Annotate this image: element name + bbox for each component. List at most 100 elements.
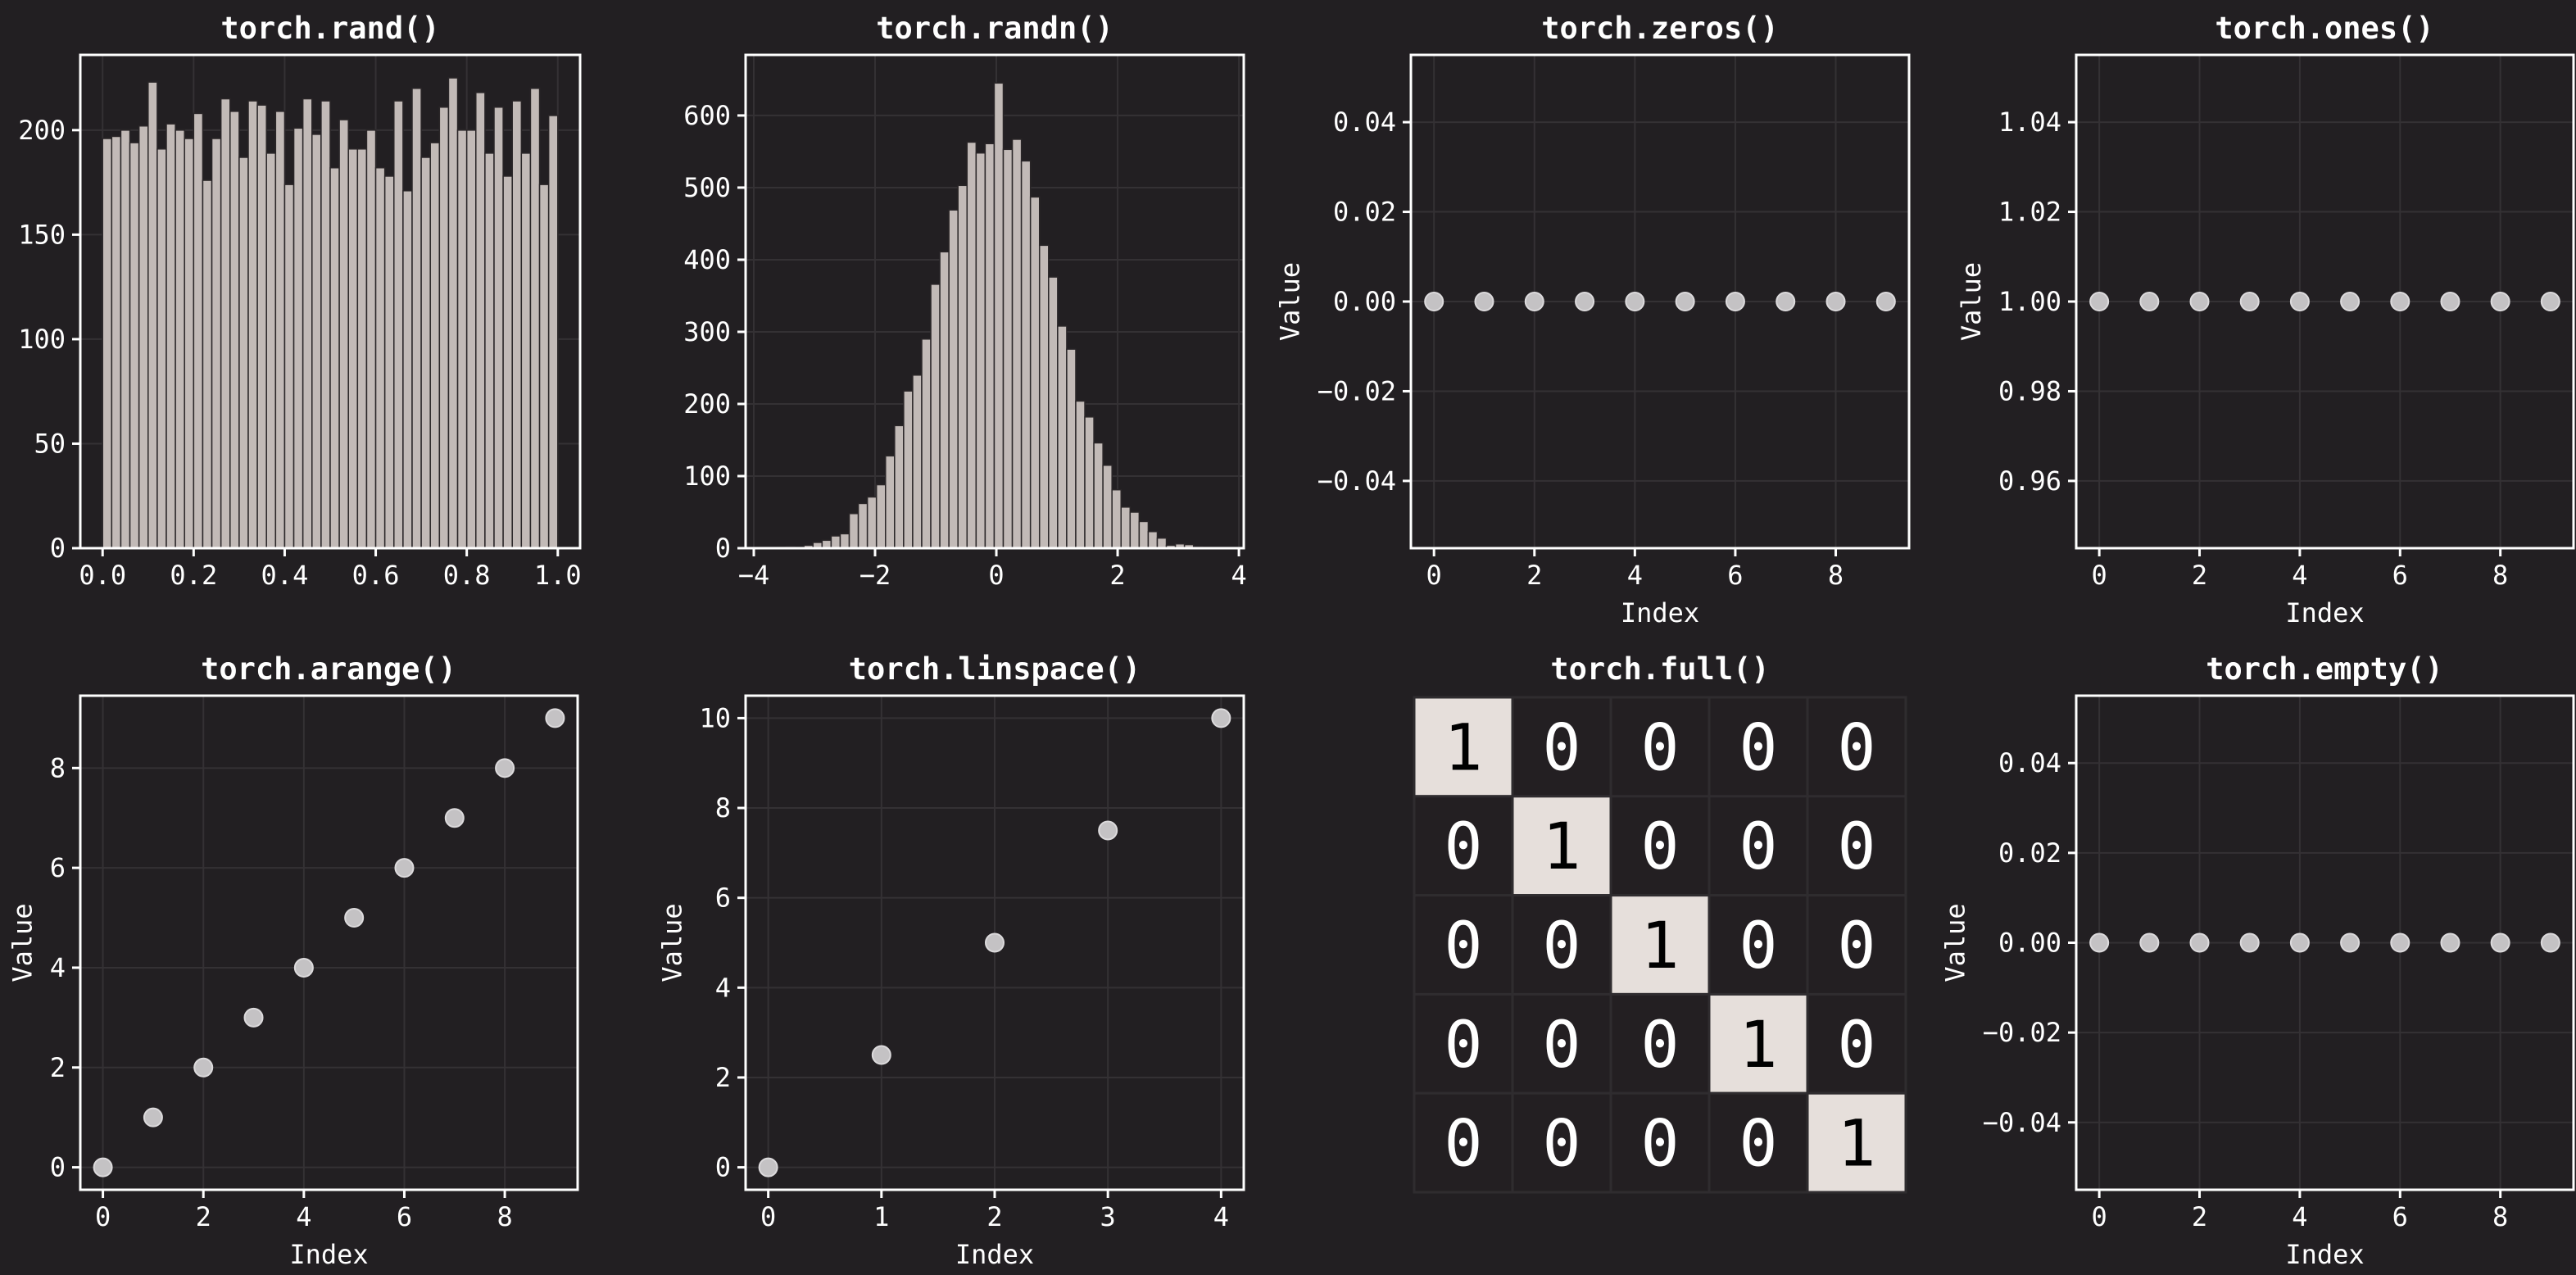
histogram-bar: [1093, 442, 1104, 549]
data-point: [2189, 932, 2210, 953]
y-tick-label: 50: [34, 428, 66, 459]
histogram-bar: [211, 138, 222, 549]
x-axis-ticks: 0 2 4 6 8: [2092, 548, 2508, 591]
histogram-bar: [1084, 416, 1095, 549]
cell-fill: [1413, 1091, 1514, 1194]
cell-fill: [1806, 795, 1907, 897]
histogram-bar: [848, 513, 859, 549]
gridlines: [80, 696, 578, 1190]
y-tick-label: 2: [50, 1052, 66, 1083]
histogram-bar: [365, 129, 377, 549]
histogram-bar: [857, 502, 868, 549]
histogram-bar: [1002, 148, 1014, 549]
cell-value: 1: [1641, 910, 1680, 983]
data-point: [2089, 932, 2110, 953]
data-point: [444, 808, 465, 828]
y-tick-label: 0: [50, 533, 66, 564]
y-tick-label: 6: [715, 883, 731, 914]
histogram-bar: [493, 107, 504, 549]
data-point: [1625, 292, 1645, 311]
x-tick-label: 2: [1526, 560, 1542, 591]
data-point: [2089, 292, 2110, 311]
y-tick-label: 600: [683, 100, 731, 131]
y-tick-label: 100: [18, 324, 66, 355]
histogram-bar: [903, 390, 914, 549]
cell-fill: [1413, 795, 1514, 897]
y-tick-label: 150: [18, 219, 66, 250]
data-point: [1875, 292, 1896, 311]
y-axis-ticks: −0.04 −0.02 0.00 0.02 0.04: [1983, 747, 2076, 1138]
x-tick-label: −2: [859, 560, 891, 591]
cell-fill: [1609, 1091, 1711, 1194]
histogram-bar: [247, 100, 258, 549]
y-tick-label: 0.04: [1998, 747, 2061, 778]
x-tick-label: 4: [296, 1201, 311, 1232]
cell-fill: [1511, 894, 1612, 996]
heatmap-cell: 0: [1708, 795, 1809, 897]
histogram-bar: [1011, 138, 1023, 549]
data-point: [1675, 292, 1695, 311]
y-tick-label: 2: [715, 1062, 731, 1093]
data-point: [2540, 932, 2560, 953]
cell-value: 0: [1444, 810, 1483, 884]
x-axis-label: Index: [2285, 1239, 2364, 1270]
data-point: [1825, 292, 1846, 311]
histogram-bar: [320, 100, 331, 549]
cell-value: 0: [1444, 1108, 1483, 1182]
cell-value: 0: [1739, 711, 1778, 785]
x-tick-label: 0.6: [352, 560, 400, 591]
histogram-bar: [966, 141, 977, 549]
y-axis-ticks: 0.96 0.98 1.00 1.02 1.04: [1998, 107, 2076, 497]
cell-value: 0: [1641, 1108, 1680, 1182]
data-point: [93, 1157, 113, 1177]
y-tick-label: −0.04: [1983, 1107, 2061, 1138]
x-axis-ticks: 0 1 2 3 4: [760, 1190, 1229, 1232]
histogram-bar: [912, 374, 923, 549]
histogram-bar: [120, 129, 131, 549]
cell-value: 0: [1838, 910, 1876, 983]
histogram-bar: [447, 77, 459, 549]
data-point: [193, 1057, 214, 1078]
histogram-bar: [438, 107, 450, 549]
heatmap-cell: 1: [1511, 795, 1612, 897]
x-axis-label: Index: [955, 1239, 1034, 1270]
x-axis-label: Index: [2285, 597, 2364, 628]
y-tick-label: 0.98: [1998, 375, 2061, 406]
histogram-bars: [102, 77, 559, 549]
cell-value: 0: [1444, 910, 1483, 983]
x-tick-label: 6: [397, 1201, 412, 1232]
histogram-bar: [866, 496, 878, 549]
data-point: [2540, 292, 2560, 311]
x-tick-label: 0: [95, 1201, 111, 1232]
data-point: [1725, 292, 1745, 311]
y-tick-label: 4: [50, 952, 66, 983]
cell-value: 0: [1739, 1108, 1778, 1182]
x-tick-label: 4: [1627, 560, 1643, 591]
scatter-points: [2089, 292, 2560, 311]
histogram-bar: [229, 111, 240, 549]
cell-value: 0: [1444, 1009, 1483, 1082]
cell-fill: [1609, 894, 1711, 996]
data-point: [758, 1157, 778, 1177]
y-axis-ticks: 0 50 100 150 200: [18, 115, 80, 564]
subplot-full: torch.full() 1 0 0 0 00 1 0 0 00 0 1 0 00 0 0 1 00 0 0 0 1: [1413, 651, 1907, 1194]
histogram-bar: [1120, 506, 1132, 549]
cell-fill: [1609, 795, 1711, 897]
data-point: [1424, 292, 1444, 311]
histogram-bar: [975, 152, 986, 549]
x-tick-label: 1: [873, 1201, 889, 1232]
x-tick-label: 0.8: [443, 560, 491, 591]
y-tick-label: 8: [715, 792, 731, 824]
cell-value: 0: [1838, 1009, 1876, 1082]
y-tick-label: 500: [683, 172, 731, 203]
data-point: [495, 758, 515, 778]
histogram-bar: [502, 175, 513, 549]
histogram-bar: [830, 535, 841, 549]
scatter-points: [93, 708, 565, 1177]
y-tick-label: 0.00: [1998, 928, 2061, 959]
y-tick-label: 300: [683, 316, 731, 347]
data-point: [344, 908, 365, 928]
data-point: [2340, 932, 2361, 953]
histogram-bar: [302, 98, 313, 549]
